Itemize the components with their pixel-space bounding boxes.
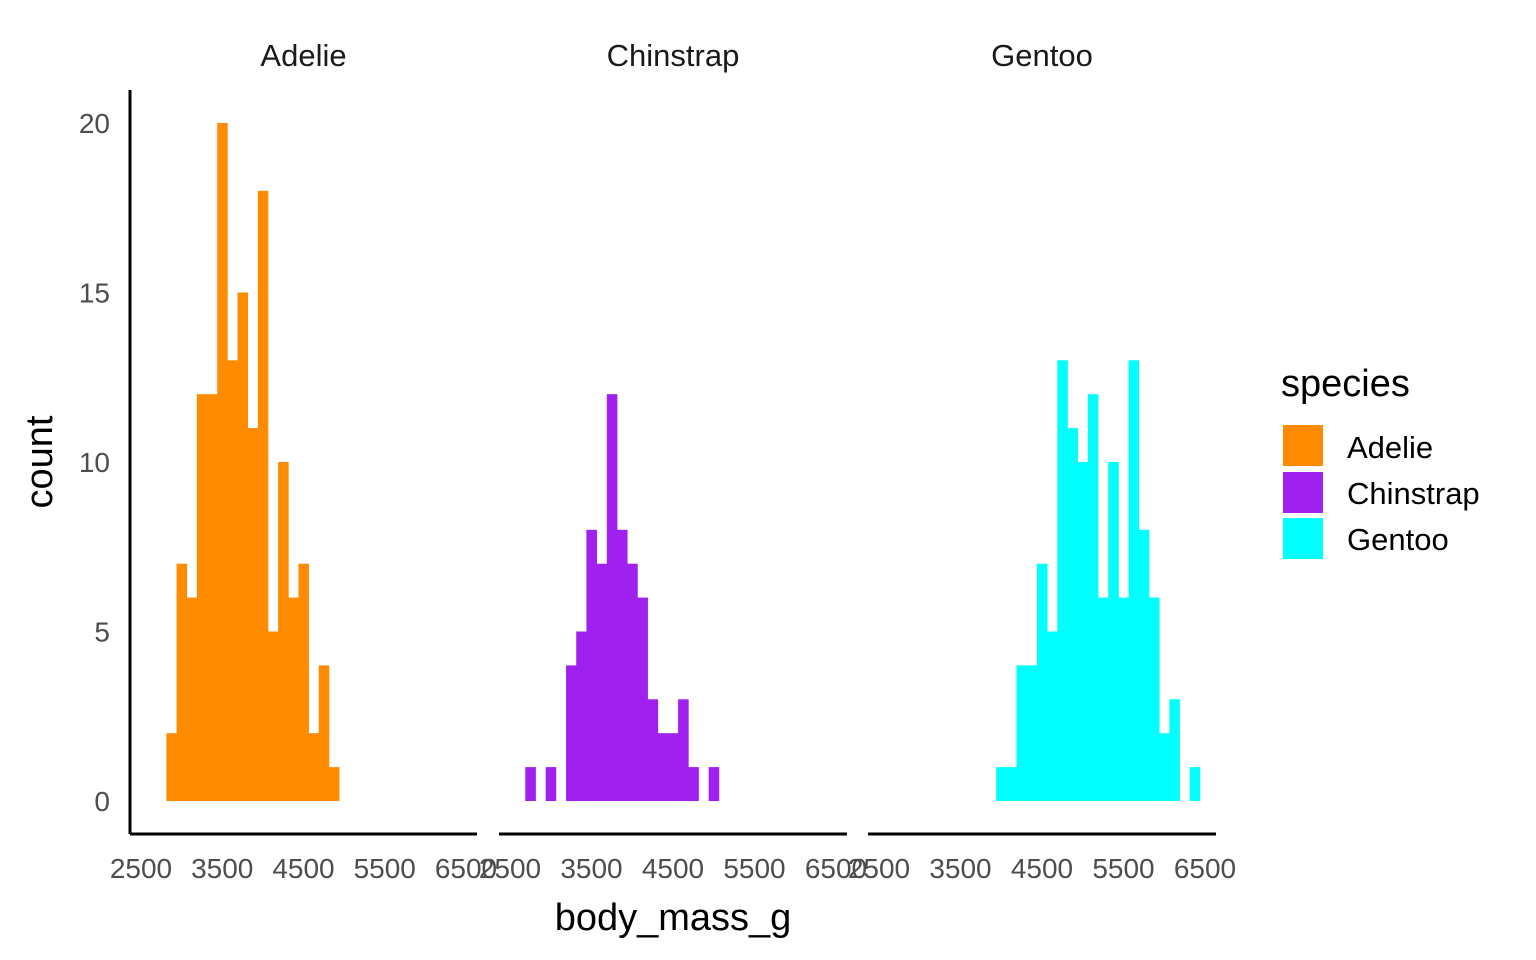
histogram-bar (1128, 360, 1140, 801)
x-tick-label: 5500 (1092, 853, 1154, 884)
legend-title: species (1281, 363, 1410, 405)
histogram-bar (328, 767, 340, 801)
x-tick-label: 2500 (479, 853, 541, 884)
histogram-bar (176, 563, 188, 801)
y-tick-label: 5 (94, 617, 110, 648)
histogram-bar (207, 394, 218, 801)
histogram-bar (1098, 597, 1109, 801)
histogram-bar (1006, 767, 1017, 801)
histogram-bar (545, 767, 557, 801)
histogram-bar (637, 597, 648, 801)
histogram-bar (1036, 563, 1048, 801)
histogram-bar (217, 123, 228, 801)
x-tick-label: 3500 (929, 853, 991, 884)
histogram-bar (647, 699, 659, 801)
histogram-bar (566, 665, 577, 801)
facet-panel-gentoo: Gentoo 2500 3500 4500 5500 6500 (848, 38, 1236, 884)
histogram-bar (1159, 733, 1170, 801)
x-tick-label: 5500 (354, 853, 416, 884)
y-tick-label: 0 (94, 786, 110, 817)
facets-layer: Adelie 2500 3500 4500 5500 6500 Chinstrap 2500 3… (110, 38, 1236, 884)
x-tick-label: 3500 (560, 853, 622, 884)
histogram-bar (606, 394, 618, 801)
histogram-bar (1067, 428, 1079, 801)
y-tick-label: 20 (79, 108, 110, 139)
legend-key-chinstrap (1283, 472, 1323, 513)
histogram-bar (267, 631, 279, 801)
histogram-bar (288, 597, 299, 801)
x-tick-label: 4500 (1011, 853, 1073, 884)
x-tick-label: 6500 (1174, 853, 1236, 884)
histogram-bar (1087, 394, 1099, 801)
histogram-bar (657, 733, 669, 801)
histogram-bar (237, 292, 249, 801)
facet-title-gentoo: Gentoo (991, 38, 1093, 73)
histogram-bar (1148, 597, 1160, 801)
histogram-bar (1169, 699, 1180, 801)
histogram-bar (708, 767, 720, 801)
x-tick-label: 3500 (191, 853, 253, 884)
x-tick-label: 6500 (435, 853, 497, 884)
histogram-bar (166, 733, 177, 801)
histogram-bar (678, 699, 689, 801)
facet-panel-adelie: Adelie 2500 3500 4500 5500 6500 (110, 38, 497, 884)
y-axis-ticks: 0 5 10 15 20 (79, 108, 110, 817)
histogram-bar (667, 733, 679, 801)
histogram-bar (688, 767, 699, 801)
facet-title-adelie: Adelie (260, 38, 346, 73)
legend-label-gentoo: Gentoo (1347, 522, 1449, 557)
histogram-bar (586, 529, 597, 801)
y-axis-title: count (19, 415, 61, 508)
histogram-bar (186, 597, 198, 801)
x-tick-label: 4500 (272, 853, 334, 884)
legend: species Adelie Chinstrap Gentoo (1281, 363, 1480, 559)
histogram-bar (278, 462, 289, 801)
histogram-bar (227, 360, 238, 801)
facet-panel-chinstrap: Chinstrap 2500 3500 4500 5500 6500 (479, 38, 867, 884)
x-tick-label: 2500 (110, 853, 172, 884)
histogram-bar (247, 428, 259, 801)
histogram-bar (596, 563, 608, 801)
legend-key-adelie (1283, 425, 1323, 466)
histogram-bar (1057, 360, 1068, 801)
histogram-bar (1026, 665, 1038, 801)
histogram-bar (1077, 462, 1089, 801)
x-tick-label: 6500 (805, 853, 867, 884)
histogram-bar (308, 733, 320, 801)
histogram-bar (1138, 529, 1150, 801)
histogram-bar (1118, 597, 1129, 801)
facet-title-chinstrap: Chinstrap (607, 38, 740, 73)
histogram-bar (298, 563, 309, 801)
histogram-bar (996, 767, 1007, 801)
histogram-bar (616, 529, 628, 801)
histogram-bar (257, 190, 269, 802)
histogram-bar (318, 665, 330, 801)
x-tick-label: 2500 (848, 853, 910, 884)
y-tick-label: 10 (79, 447, 110, 478)
histogram-bar (196, 394, 208, 801)
legend-key-gentoo (1283, 518, 1323, 559)
histogram-bar (576, 631, 587, 801)
y-tick-label: 15 (79, 278, 110, 309)
histogram-bar (1047, 631, 1058, 801)
histogram-bar (525, 767, 536, 801)
legend-label-adelie: Adelie (1347, 430, 1433, 465)
x-tick-label: 5500 (723, 853, 785, 884)
histogram-bar (1108, 462, 1119, 801)
histogram-bar (1189, 767, 1201, 801)
histogram-bar (627, 563, 638, 801)
histogram-bar (1016, 665, 1028, 801)
x-axis-title: body_mass_g (555, 897, 792, 939)
legend-label-chinstrap: Chinstrap (1347, 476, 1480, 511)
x-tick-label: 4500 (642, 853, 704, 884)
